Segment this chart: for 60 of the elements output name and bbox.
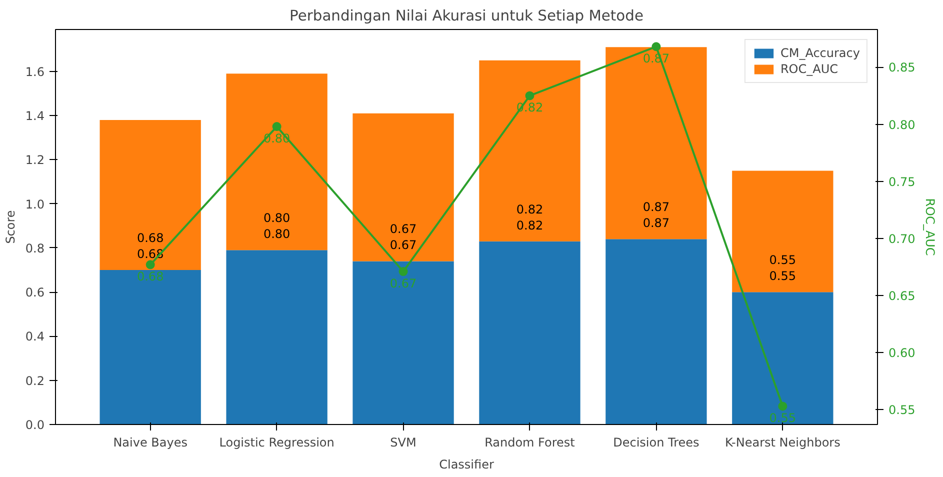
bar bbox=[100, 120, 201, 270]
data-label: 0.80 bbox=[263, 227, 290, 242]
bar bbox=[732, 170, 834, 292]
bar bbox=[479, 241, 580, 424]
y-tick-label: 0.8 bbox=[25, 241, 45, 256]
data-label: 0.82 bbox=[516, 218, 544, 232]
x-tick-label: SVM bbox=[390, 436, 416, 450]
annotation: 0.55 bbox=[769, 253, 796, 268]
data-label: 0.67 bbox=[390, 276, 417, 291]
point bbox=[525, 91, 534, 100]
x-axis-title: Classifier bbox=[439, 458, 494, 472]
y2-tick-label: 0.80 bbox=[888, 118, 916, 132]
y-axis-title: Score bbox=[3, 210, 18, 244]
data-label: 0.55 bbox=[769, 269, 796, 284]
annotation: 0.67 bbox=[390, 222, 417, 236]
y-tick-label: 1.2 bbox=[25, 153, 45, 168]
x-tick-label: Logistic Regression bbox=[219, 436, 334, 450]
bar bbox=[606, 239, 707, 424]
data-label: 0.55 bbox=[769, 411, 796, 426]
x-tick-label: Decision Trees bbox=[613, 436, 700, 450]
y2-tick-label: 0.55 bbox=[888, 403, 916, 418]
bar bbox=[226, 74, 328, 250]
y-tick-label: 0.6 bbox=[25, 286, 45, 300]
y-tick-label: 1.0 bbox=[25, 197, 45, 212]
bar bbox=[352, 113, 454, 262]
y-tick-label: 1.6 bbox=[25, 64, 45, 79]
y2-tick-label: 0.60 bbox=[888, 346, 916, 360]
x-tick-label: Naive Bayes bbox=[113, 436, 188, 450]
data-label: 0.68 bbox=[136, 270, 164, 284]
point bbox=[146, 260, 155, 270]
data-label: 0.67 bbox=[390, 238, 417, 252]
annotation: 0.82 bbox=[516, 202, 544, 216]
annotation: 0.87 bbox=[642, 200, 670, 214]
bar bbox=[606, 47, 707, 240]
bar bbox=[732, 292, 834, 424]
bar bbox=[226, 250, 328, 424]
y-tick-label: 0.2 bbox=[25, 374, 45, 388]
y2-tick-label: 0.70 bbox=[888, 232, 916, 246]
y-tick-label: 0.0 bbox=[25, 418, 45, 432]
bar bbox=[100, 270, 201, 424]
y-tick-label: 0.4 bbox=[25, 330, 45, 344]
point bbox=[272, 122, 282, 132]
annotation: 0.80 bbox=[263, 211, 290, 226]
y2-tick-label: 0.75 bbox=[888, 174, 916, 189]
legend-label: CM_Accuracy bbox=[780, 46, 860, 60]
bar bbox=[479, 60, 580, 242]
x-tick-label: K-Nearst Neighbors bbox=[724, 436, 840, 450]
y2-tick-label: 0.85 bbox=[888, 60, 916, 75]
point bbox=[778, 402, 788, 411]
y-tick-label: 1.4 bbox=[25, 109, 45, 124]
data-label: 0.87 bbox=[642, 216, 670, 230]
bar bbox=[352, 261, 454, 424]
annotation: 0.68 bbox=[136, 231, 164, 246]
x-tick-label: Random Forest bbox=[484, 436, 576, 450]
y2-tick-label: 0.65 bbox=[888, 288, 916, 303]
chart-title: Perbandingan Nilai Akurasi untuk Setiap Metode bbox=[290, 8, 644, 24]
y2-axis-title: ROC_AUC bbox=[923, 198, 938, 256]
point bbox=[652, 42, 661, 52]
legend-label: ROC_AUC bbox=[780, 62, 838, 76]
point bbox=[398, 267, 408, 276]
